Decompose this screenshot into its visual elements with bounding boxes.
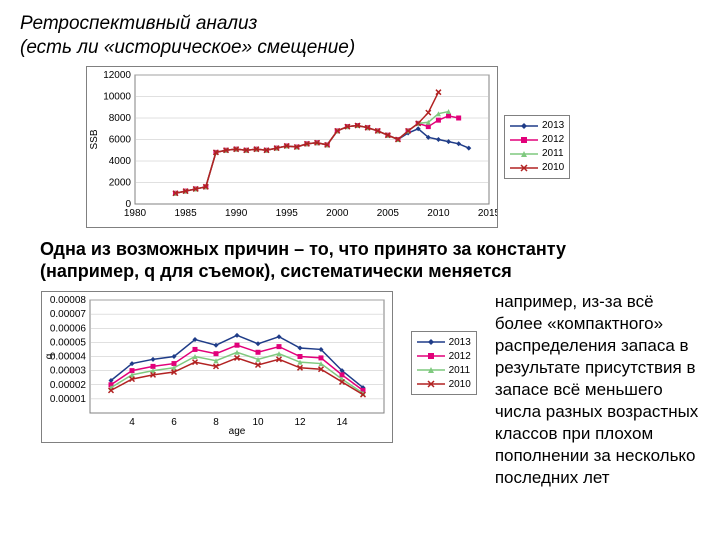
svg-text:0.00007: 0.00007 [49, 309, 86, 320]
svg-text:1980: 1980 [124, 208, 147, 219]
legend-label: 2010 [542, 162, 564, 173]
svg-text:12: 12 [294, 417, 306, 428]
legend-label: 2010 [449, 379, 471, 390]
legend-label: 2011 [449, 365, 471, 376]
svg-text:0.00005: 0.00005 [49, 337, 86, 348]
legend-swatch [510, 149, 538, 159]
svg-text:2000: 2000 [109, 177, 132, 188]
legend-row: 2013 [417, 335, 471, 349]
legend-row: 2010 [510, 161, 564, 175]
svg-text:6: 6 [171, 417, 177, 428]
mid-line1: Одна из возможных причин – то, что приня… [40, 239, 566, 259]
page-title: Ретроспективный анализ (есть ли «историч… [20, 12, 700, 60]
legend-label: 2013 [542, 120, 564, 131]
legend-swatch [510, 121, 538, 131]
svg-text:age: age [228, 426, 245, 437]
svg-text:6000: 6000 [109, 134, 132, 145]
svg-text:8: 8 [213, 417, 219, 428]
svg-text:2010: 2010 [427, 208, 450, 219]
legend-swatch [417, 337, 445, 347]
svg-text:4: 4 [129, 417, 135, 428]
svg-text:0.00002: 0.00002 [49, 379, 86, 390]
svg-text:12000: 12000 [103, 70, 131, 81]
mid-text: Одна из возможных причин – то, что приня… [40, 238, 700, 283]
svg-text:q: q [44, 353, 55, 359]
chart1-row: 0200040006000800010000120001980198519901… [20, 66, 700, 228]
legend-row: 2011 [510, 147, 564, 161]
legend-swatch [417, 379, 445, 389]
chart2-legend: 2013 2012 2011 2010 [411, 291, 477, 436]
legend-swatch [417, 351, 445, 361]
side-paragraph: например, из-за всё более «компактного» … [495, 291, 700, 490]
svg-text:0.00006: 0.00006 [49, 323, 86, 334]
svg-text:2005: 2005 [377, 208, 400, 219]
svg-text:0.00001: 0.00001 [49, 393, 86, 404]
legend-row: 2010 [417, 377, 471, 391]
legend-row: 2011 [417, 363, 471, 377]
svg-text:SSB: SSB [89, 129, 100, 149]
svg-text:4000: 4000 [109, 156, 132, 167]
svg-text:0.00003: 0.00003 [49, 365, 86, 376]
legend-row: 2012 [417, 349, 471, 363]
legend-row: 2012 [510, 133, 564, 147]
chart2-frame: 0.00001 0.00002 0.00003 0.00004 0.00005 0.000… [41, 291, 393, 443]
legend-row: 2013 [510, 119, 564, 133]
legend-label: 2012 [449, 351, 471, 362]
svg-text:14: 14 [336, 417, 348, 428]
mid-line2: (например, q для съемок), систематически… [40, 261, 512, 281]
legend-swatch [510, 135, 538, 145]
svg-text:2015: 2015 [478, 208, 497, 219]
title-line2: (есть ли «историческое» смещение) [20, 37, 355, 58]
legend-swatch [417, 365, 445, 375]
svg-text:10: 10 [252, 417, 264, 428]
svg-text:1985: 1985 [174, 208, 197, 219]
chart1-legend: 2013 2012 2011 2010 [504, 115, 570, 179]
chart2-svg: 0.00001 0.00002 0.00003 0.00004 0.00005 0.000… [42, 292, 392, 437]
title-line1: Ретроспективный анализ [20, 13, 257, 34]
svg-text:0.00004: 0.00004 [49, 351, 86, 362]
svg-text:2000: 2000 [326, 208, 349, 219]
slide-page: Ретроспективный анализ (есть ли «историч… [0, 0, 720, 540]
chart1-frame: 0200040006000800010000120001980198519901… [86, 66, 498, 228]
legend-label: 2011 [542, 148, 564, 159]
legend-swatch [510, 163, 538, 173]
chart1-svg: 0200040006000800010000120001980198519901… [87, 67, 497, 222]
svg-text:0.00008: 0.00008 [49, 295, 86, 306]
svg-text:1995: 1995 [276, 208, 299, 219]
legend-label: 2013 [449, 337, 471, 348]
svg-text:1990: 1990 [225, 208, 248, 219]
row2: 0.00001 0.00002 0.00003 0.00004 0.00005 0.000… [20, 291, 700, 490]
svg-text:8000: 8000 [109, 113, 132, 124]
svg-text:10000: 10000 [103, 91, 131, 102]
legend-label: 2012 [542, 134, 564, 145]
